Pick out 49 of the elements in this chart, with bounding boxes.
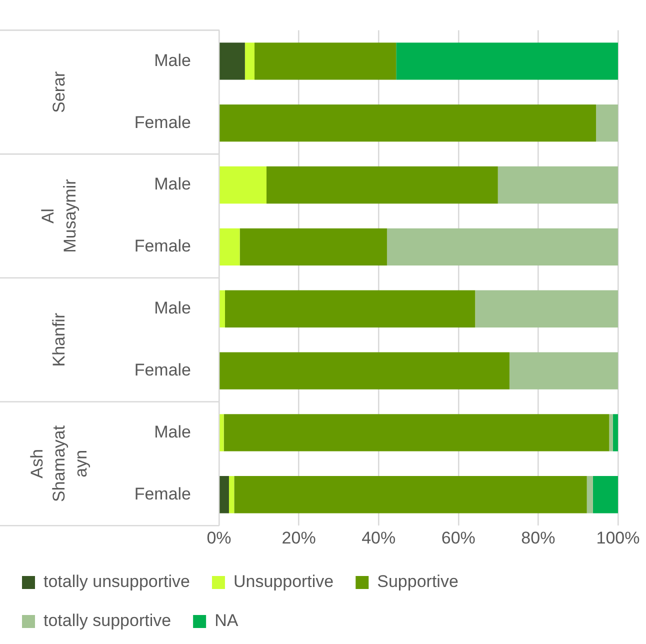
x-tick-label: 100% [596,528,640,548]
bar [224,290,476,328]
bar [509,352,618,390]
legend-label: totally supportive [44,611,172,630]
bar [586,476,593,514]
bar [386,228,618,266]
y-tick-label: Female [134,360,191,380]
bar [220,166,266,204]
legend-label: Supportive [377,572,458,592]
x-tick-label: 80% [521,528,556,548]
bar [220,228,240,266]
y-tick-label: Male [154,422,191,442]
text: Serar [50,71,69,113]
y-tick-label: Male [154,298,191,318]
bar [475,290,618,328]
bar [498,166,618,204]
bar [220,104,596,142]
bar [228,476,234,514]
y-tick-label: Male [154,174,191,194]
bar [396,42,618,80]
x-tick-label: 60% [441,528,476,548]
bar [220,352,510,390]
bar [596,104,618,142]
text: Khanfir [50,312,69,367]
bar [220,414,224,452]
bar [234,476,587,514]
bar [612,414,618,452]
text: Al Musaymir [38,178,80,253]
legend-label: Unsupportive [233,572,334,592]
bar [224,414,610,452]
x-tick-label: 40% [362,528,396,548]
y-tick-label: Male [154,50,191,70]
bar [240,228,387,266]
legend-label: NA [214,611,239,630]
bar [220,290,225,328]
bar [220,476,229,514]
bar [244,42,255,80]
y-tick-label: Female [134,484,191,504]
bar [266,166,498,204]
y-tick-label: Female [134,112,191,132]
x-tick-label: 0% [206,528,232,548]
bar [220,42,245,80]
text: Ash Shamayatayn [28,425,91,502]
y-tick-label: Female [134,236,191,256]
bar [254,42,396,80]
bar [609,414,613,452]
bar [592,476,618,514]
legend-label: totally unsupportive [44,572,190,592]
x-tick-label: 20% [282,528,316,548]
